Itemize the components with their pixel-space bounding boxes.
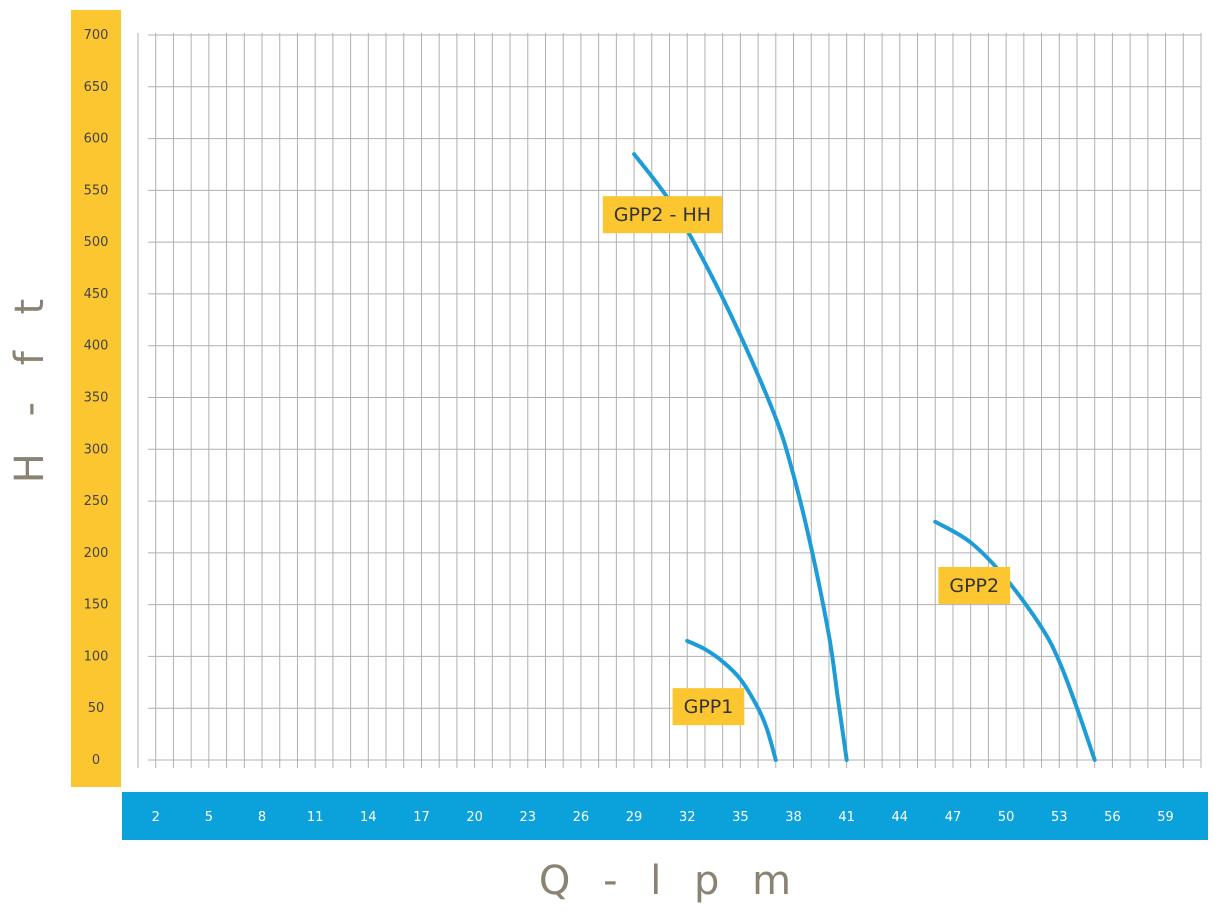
grid xyxy=(137,33,1202,768)
x-tick-label: 59 xyxy=(1157,810,1174,825)
x-tick-label: 35 xyxy=(732,810,749,825)
series-labels: GPP2 - HH GPP2 GPP1 xyxy=(602,196,1011,726)
x-tick-label: 47 xyxy=(945,810,962,825)
series-line-gpp2 xyxy=(933,519,1097,762)
y-tick-label: 0 xyxy=(92,753,100,768)
x-tick-label: 50 xyxy=(998,810,1015,825)
series-label-text: GPP2 - HH xyxy=(614,204,711,226)
y-tick-label: 600 xyxy=(84,132,109,147)
series-label: GPP1 xyxy=(672,688,745,726)
x-tick-label: 11 xyxy=(307,810,324,825)
x-tick-label: 20 xyxy=(466,810,483,825)
x-tick-label: 32 xyxy=(679,810,696,825)
x-tick-label: 14 xyxy=(360,810,377,825)
x-tick-label: 8 xyxy=(258,810,266,825)
series-label-box xyxy=(938,566,1011,604)
y-tick-labels: 0 50 100 150 200 250 300 350 400 450 500 550 600 650 7… xyxy=(84,28,109,768)
y-tick-label: 450 xyxy=(84,287,109,302)
y-tick-label: 50 xyxy=(88,701,105,716)
x-tick-label: 26 xyxy=(573,810,590,825)
y-tick-label: 200 xyxy=(84,546,109,561)
y-tick-label: 100 xyxy=(84,649,109,664)
y-tick-label: 550 xyxy=(84,183,109,198)
y-tick-label: 300 xyxy=(84,442,109,457)
series-lines xyxy=(632,152,1097,762)
x-axis-band xyxy=(122,792,1208,840)
y-axis-band xyxy=(71,10,121,787)
x-tick-label: 29 xyxy=(626,810,643,825)
x-tick-label: 53 xyxy=(1051,810,1068,825)
series-label-text: GPP2 xyxy=(949,575,999,597)
x-tick-label: 44 xyxy=(892,810,909,825)
y-tick-label: 500 xyxy=(84,235,109,250)
x-tick-label: 2 xyxy=(152,810,160,825)
y-tick-label: 400 xyxy=(84,339,109,354)
y-tick-label: 700 xyxy=(84,28,109,43)
series-label: GPP2 xyxy=(938,566,1011,604)
x-tick-label: 38 xyxy=(785,810,802,825)
x-tick-label: 5 xyxy=(205,810,213,825)
series-line-gpp1 xyxy=(685,638,778,762)
series-label-box xyxy=(672,688,745,726)
y-axis-title: H - f t xyxy=(0,287,60,483)
series-label: GPP2 - HH xyxy=(602,196,723,234)
x-tick-label: 56 xyxy=(1104,810,1121,825)
y-axis-title-text: H - f t xyxy=(7,286,53,484)
y-tick-label: 650 xyxy=(84,80,109,95)
series-label-text: GPP1 xyxy=(684,696,734,718)
x-tick-label: 17 xyxy=(413,810,430,825)
x-tick-label: 41 xyxy=(838,810,855,825)
series-line-gpp2-hh xyxy=(632,152,849,762)
series-label-box xyxy=(602,196,723,234)
y-tick-label: 350 xyxy=(84,391,109,406)
x-axis-title: Q - l p m xyxy=(538,858,802,904)
x-tick-labels: 2 5 8 11 14 17 20 23 26 29 32 35 38 41 44 47 50 53 56 59 xyxy=(152,810,1174,825)
y-tick-label: 150 xyxy=(84,598,109,613)
x-tick-label: 23 xyxy=(519,810,536,825)
y-tick-label: 250 xyxy=(84,494,109,509)
